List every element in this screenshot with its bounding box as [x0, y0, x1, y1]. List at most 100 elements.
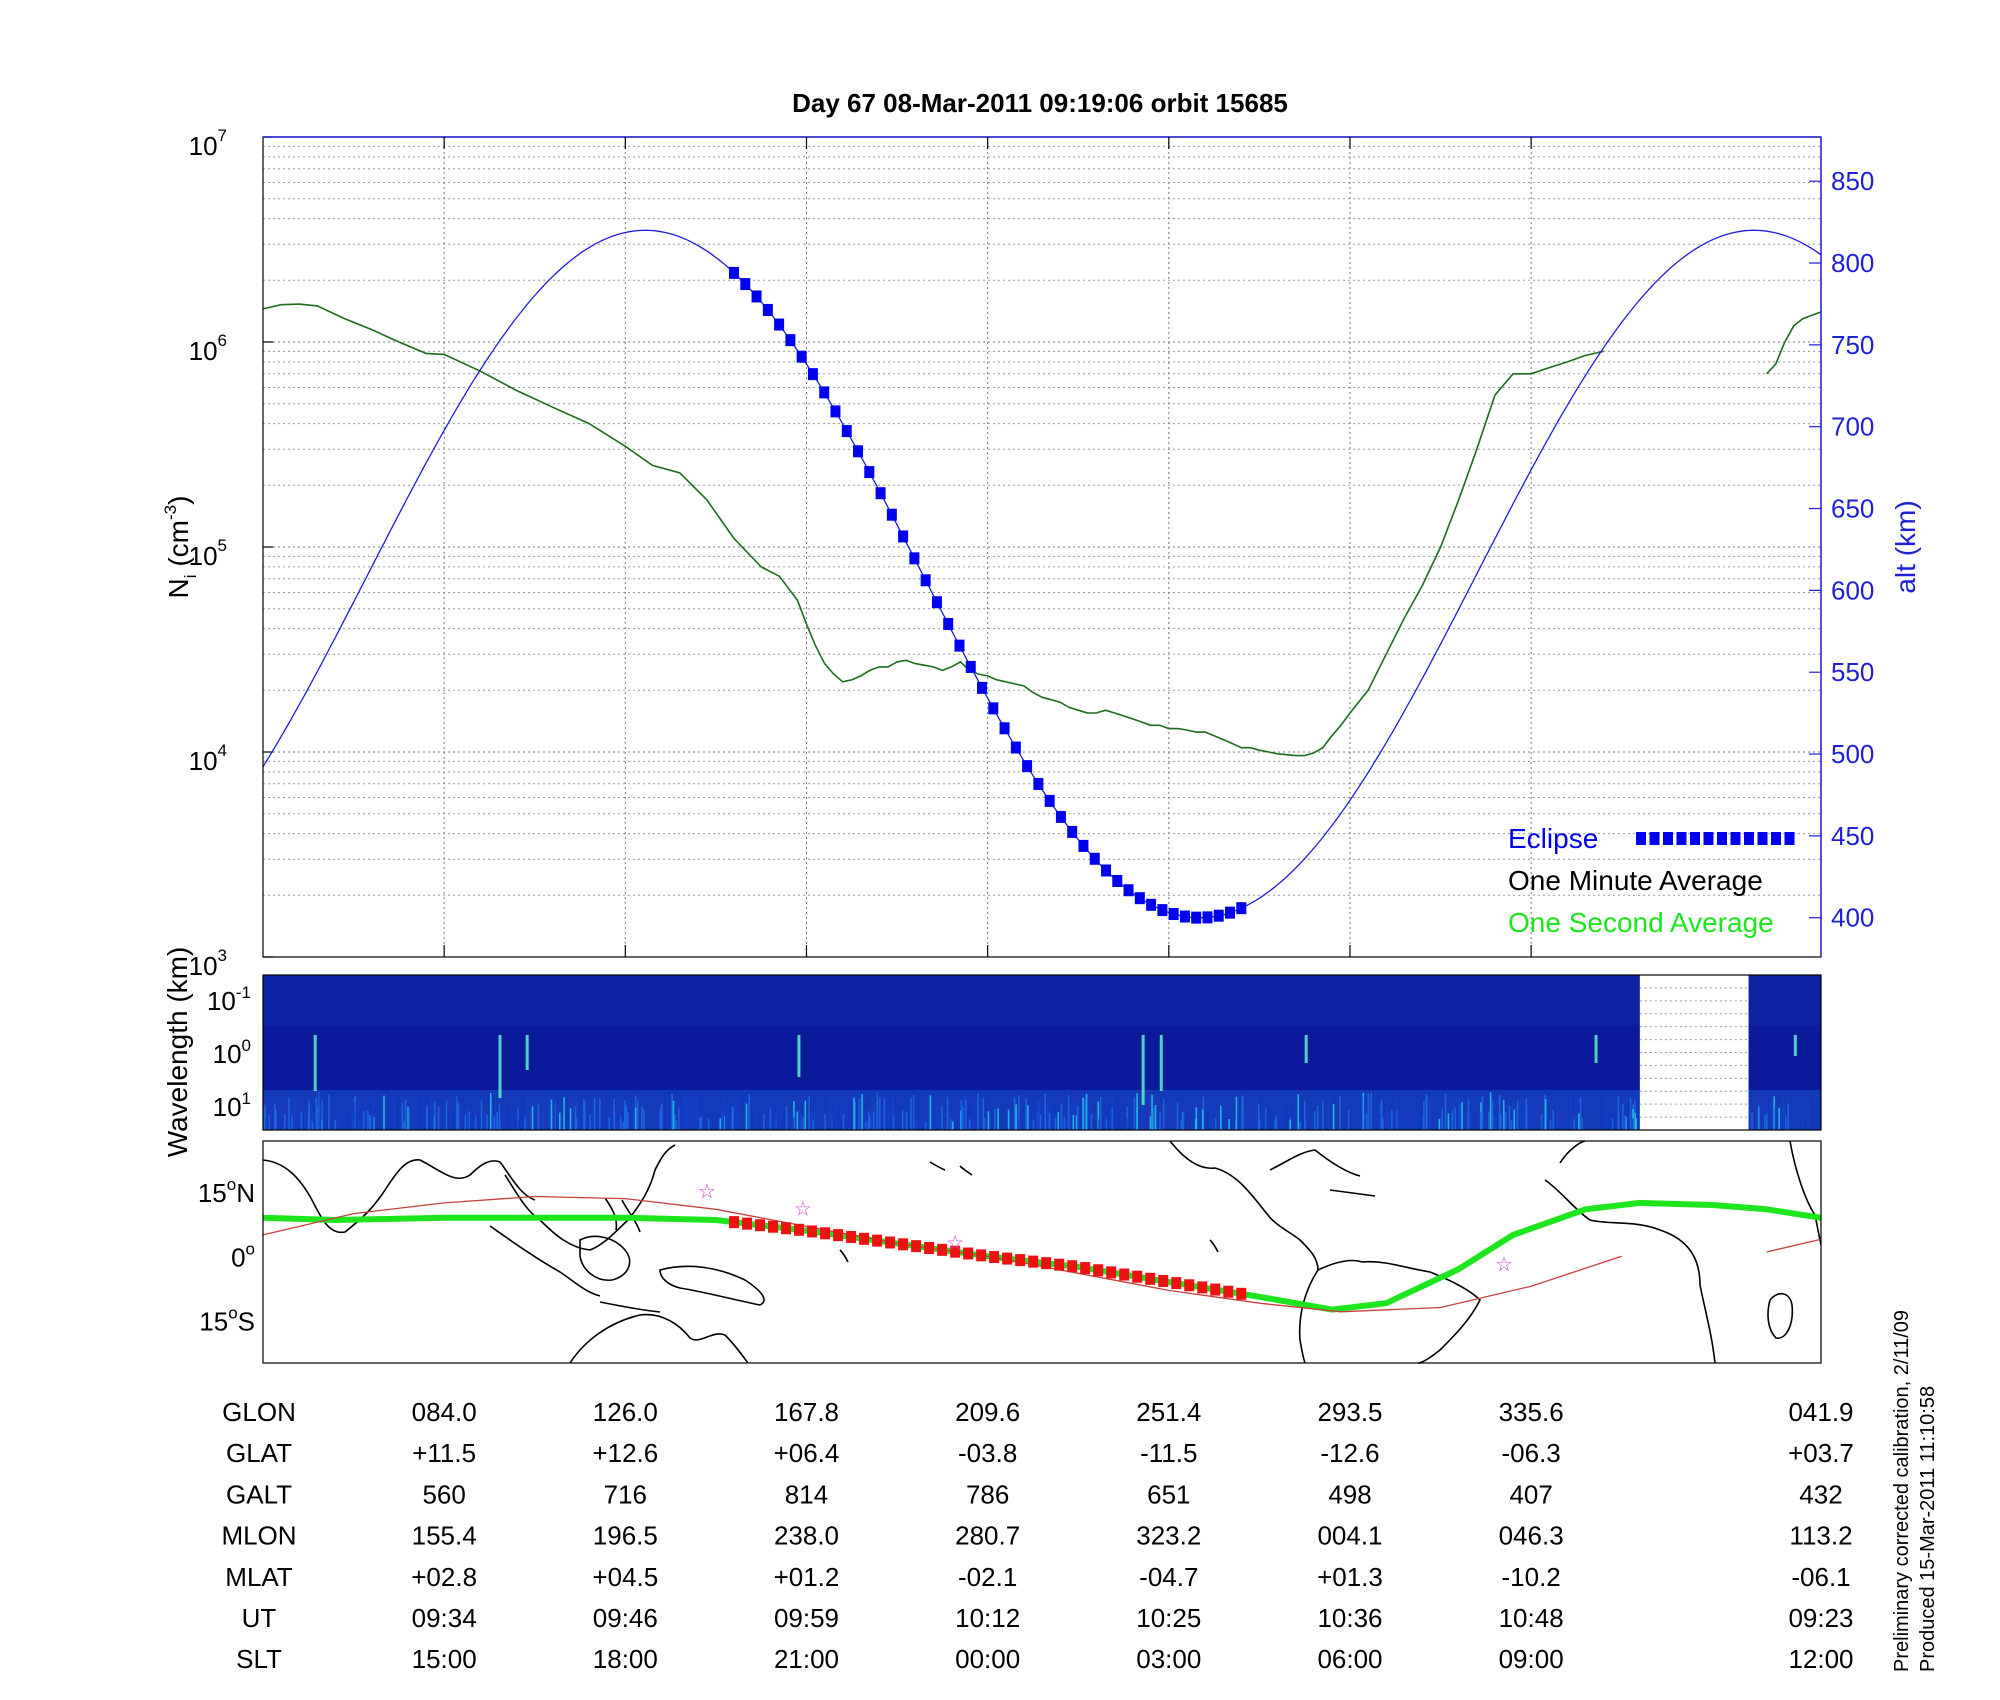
spectrogram-streak — [1220, 1105, 1222, 1130]
spectrogram-streak — [1085, 1093, 1088, 1130]
spectrogram-streak — [674, 1114, 677, 1130]
table-cell: 046.3 — [1499, 1521, 1564, 1551]
spectrogram-streak — [1391, 1110, 1393, 1130]
spectrogram-streak — [983, 1117, 986, 1130]
eclipse-marker — [977, 681, 988, 694]
spectrogram-streak — [1054, 1117, 1057, 1130]
spectrogram-streak — [1379, 1108, 1381, 1130]
spectrogram-streak — [1606, 1096, 1608, 1130]
eclipse-marker — [1055, 810, 1066, 823]
track-eclipse-marker — [924, 1241, 935, 1254]
spectrogram-streak — [263, 1112, 266, 1130]
spectrogram-streak — [1025, 1117, 1028, 1130]
table-row-label: MLON — [221, 1521, 296, 1551]
track-eclipse-marker — [1093, 1264, 1104, 1277]
spectrogram-streak — [977, 1092, 979, 1130]
spectrogram-streak — [1025, 1098, 1027, 1130]
spectrogram-streak — [321, 1100, 323, 1130]
spectrogram-streak — [1523, 1099, 1526, 1130]
eclipse-marker — [931, 596, 942, 609]
track-eclipse-marker — [1210, 1283, 1221, 1296]
eclipse-swatch-mark — [1744, 832, 1754, 845]
table-row-label: SLT — [236, 1644, 282, 1674]
density-ylabel-main: N — [163, 578, 194, 598]
track-eclipse-marker — [1119, 1268, 1130, 1281]
table-cell: 113.2 — [1789, 1521, 1852, 1551]
spectrogram-streak — [480, 1099, 483, 1130]
spectrogram-streak — [1165, 1102, 1167, 1130]
spectrogram-streak — [1578, 1113, 1580, 1130]
spectrogram-tick-exp: -1 — [236, 983, 251, 1002]
spectrogram-streak — [1074, 1115, 1076, 1130]
spectrogram-streak — [1048, 1112, 1051, 1130]
spectrogram-streak — [569, 1108, 572, 1130]
spectrogram-streak — [1242, 1097, 1244, 1130]
altitude-tick-label: 700 — [1831, 412, 1874, 442]
eclipse-marker — [1123, 884, 1134, 897]
spectrogram-streak — [1109, 1105, 1112, 1130]
eclipse-marker — [819, 386, 830, 399]
track-eclipse-marker — [820, 1227, 831, 1240]
spectrogram-streak — [524, 1116, 526, 1130]
spectrogram-streak — [353, 1101, 356, 1130]
spectrogram-streak — [426, 1106, 428, 1130]
spectrogram-streak — [685, 1092, 688, 1130]
magnetic-equator-line-2 — [1766, 1238, 1822, 1253]
spectrogram-streak — [1065, 1118, 1068, 1130]
density-tick-label: 103 — [189, 946, 227, 981]
legend: Eclipse One Minute Average One Second Av… — [1508, 823, 1795, 938]
spectrogram-streak — [457, 1102, 460, 1130]
spectrogram-streak — [735, 1095, 738, 1130]
spectrogram-streak — [696, 1093, 698, 1130]
ephemeris-table: GLON 084.0 126.0 167.8 209.6 251.4 293.5 335.6 0… — [221, 1397, 1853, 1674]
spectrogram-streak — [876, 1092, 879, 1130]
spectrogram-lower-band — [263, 1090, 1821, 1130]
spectrogram-streak — [1758, 1106, 1760, 1130]
spectrogram-streak — [661, 1103, 663, 1130]
spectrogram-streak — [456, 1095, 458, 1130]
spectrogram-streak — [813, 1105, 816, 1130]
eclipse-swatch-mark — [1649, 832, 1660, 845]
altitude-tick-label: 800 — [1831, 248, 1874, 278]
table-cell: -04.7 — [1139, 1562, 1198, 1592]
eclipse-marker — [1112, 874, 1123, 887]
magnetic-star-marker: ☆ — [794, 1198, 812, 1220]
spectrogram-streak — [1423, 1101, 1425, 1130]
spectrogram-streak — [952, 1121, 954, 1130]
density-tick-label: 107 — [189, 126, 227, 161]
spectrogram-streak — [1410, 1101, 1412, 1130]
spectrogram-streak — [339, 1117, 341, 1130]
spectrogram-streak — [675, 1120, 677, 1130]
spectrogram-streak — [357, 1099, 359, 1130]
spectrogram-streak — [1299, 1121, 1301, 1130]
spectrogram-streak — [1057, 1112, 1060, 1130]
spectrogram-streak — [1552, 1109, 1554, 1130]
spectrogram-streak — [802, 1117, 805, 1130]
spectrogram-streak — [1764, 1114, 1766, 1130]
spectrogram-streak — [1802, 1121, 1805, 1130]
table-cell: 041.9 — [1788, 1397, 1853, 1427]
spectrogram-streak — [1415, 1108, 1418, 1130]
spectrogram-streak — [1504, 1111, 1507, 1130]
spectrogram-streak — [1303, 1100, 1306, 1130]
spectrogram-streak — [659, 1108, 662, 1130]
density-tick-label: 104 — [189, 741, 227, 776]
spectrogram-streak — [1210, 1094, 1213, 1130]
spectrogram-streak — [948, 1106, 951, 1130]
spectrogram-streak — [1007, 1109, 1010, 1130]
spectrogram-streak — [1198, 1108, 1201, 1130]
table-cell: +01.3 — [1317, 1562, 1383, 1592]
table-cell: 293.5 — [1317, 1397, 1382, 1427]
track-eclipse-marker — [898, 1238, 909, 1251]
calibration-note: Preliminary corrected calibration, 2/11/… — [1891, 1310, 1913, 1672]
altitude-tick-label: 850 — [1831, 166, 1874, 196]
spectrogram-streak — [1316, 1105, 1319, 1130]
eclipse-marker — [864, 466, 875, 479]
spectrogram-bands — [263, 975, 1821, 1130]
table-cell: 814 — [785, 1479, 828, 1509]
spectrogram-streak — [1394, 1094, 1397, 1130]
table-cell: 167.8 — [774, 1397, 839, 1427]
spectrogram-streak — [970, 1116, 972, 1130]
track-eclipse-marker — [729, 1216, 740, 1229]
